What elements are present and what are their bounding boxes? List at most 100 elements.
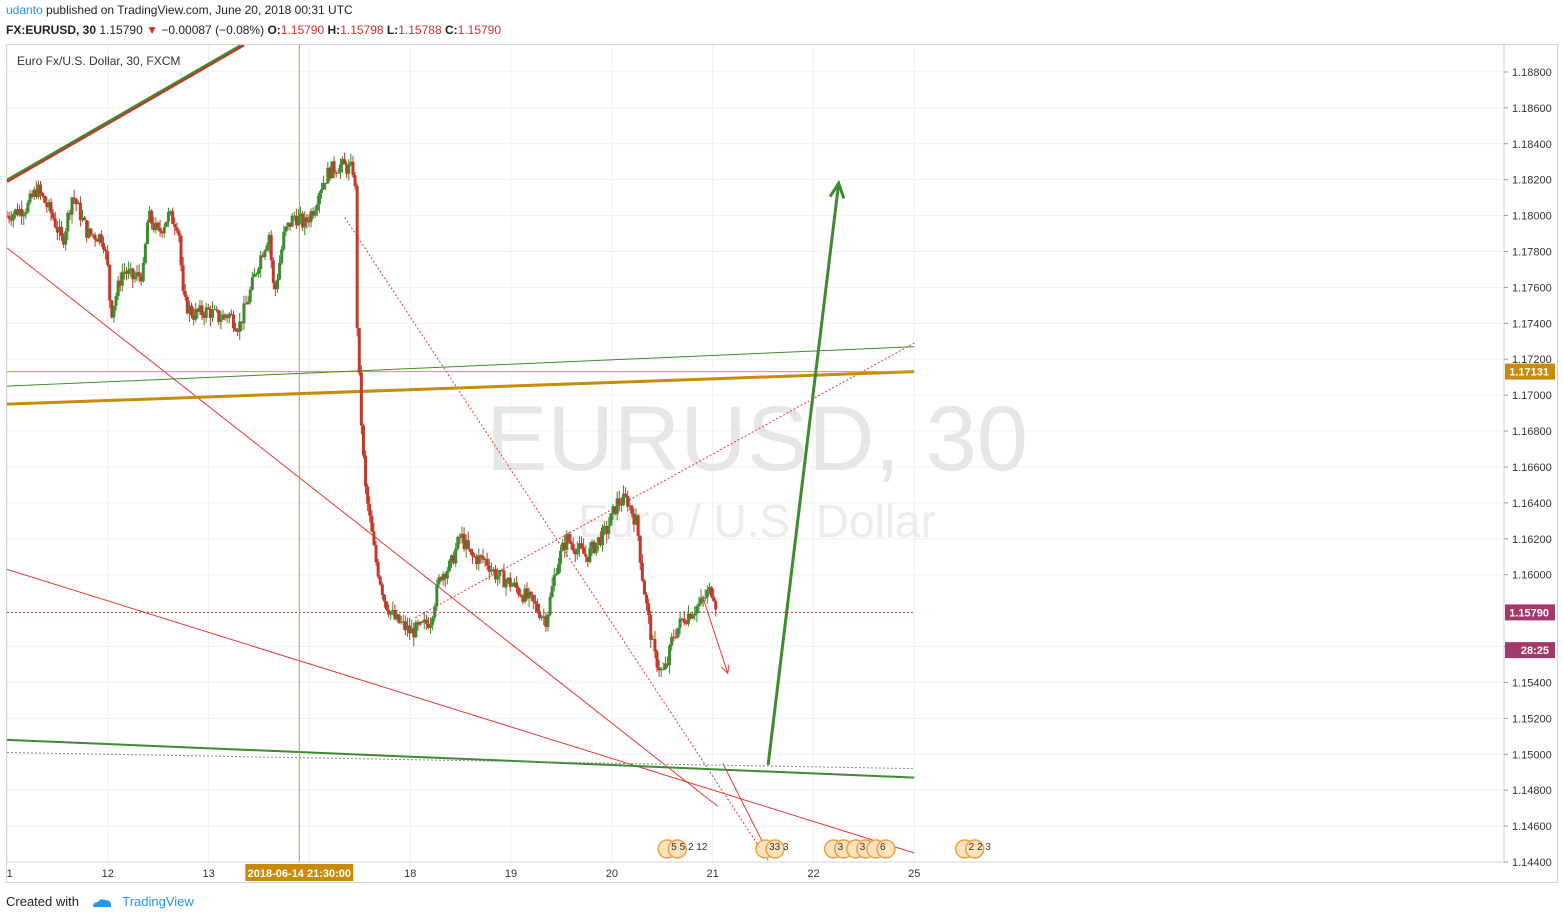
trend-line[interactable] [415, 342, 915, 619]
candle-body [403, 621, 407, 631]
candle-body [431, 617, 435, 625]
candle-body [292, 215, 296, 217]
candle-body [359, 372, 363, 426]
candle-body [372, 531, 376, 545]
price-tick-label: 1.18400 [1512, 139, 1552, 151]
drawing-layer [6, 42, 915, 862]
candle-body [540, 616, 544, 619]
price-tick-label: 1.18600 [1512, 103, 1552, 115]
candle-body [468, 548, 472, 552]
time-axis[interactable]: 111213141819202122252018-06-14 21:30:00 [1, 861, 1504, 881]
trend-line[interactable] [6, 370, 915, 406]
candle-body [324, 182, 328, 184]
candle-body [158, 227, 162, 232]
candle-body [85, 220, 89, 238]
candle-body [527, 591, 531, 599]
candle-body [106, 251, 110, 265]
candle-body [278, 263, 282, 280]
candle-body [452, 555, 456, 564]
candle-body [615, 498, 619, 515]
candle-body [101, 243, 105, 250]
candle-body [129, 268, 133, 270]
candle-body [60, 226, 64, 237]
chart-area[interactable]: EURUSD, 30 Euro / U.S. Dollar Euro Fx/U.… [1, 42, 1558, 883]
candle-body [600, 527, 604, 546]
event-flag-icon[interactable] [964, 839, 985, 859]
time-tick-label: 19 [505, 868, 517, 880]
candle-body [693, 613, 697, 616]
candle-body [689, 613, 693, 619]
trend-line[interactable] [6, 43, 245, 183]
price-tick-label: 1.17200 [1512, 354, 1552, 366]
candle-body [563, 542, 567, 550]
candle-body [263, 250, 267, 257]
candle-body [435, 584, 439, 607]
candle-body [62, 236, 66, 245]
candle-body [338, 164, 342, 173]
trend-line[interactable] [6, 42, 245, 181]
candle-body [210, 309, 214, 318]
candle-body [661, 668, 665, 670]
event-flag-icon[interactable] [765, 839, 785, 859]
projection-arrow[interactable] [702, 596, 729, 674]
candle-body [152, 223, 156, 230]
candle-body [399, 622, 403, 624]
candle-body [684, 623, 688, 625]
watermark-name: Euro / U.S. Dollar [578, 495, 936, 547]
candle-body [414, 622, 418, 638]
candle-body [458, 536, 462, 538]
candle-body [198, 305, 202, 312]
candle-body [498, 570, 502, 577]
event-flag-icon[interactable] [667, 839, 688, 859]
price-axis[interactable]: 1.18800 1.18600 1.18400 1.18200 1.18000 1.178… [1503, 45, 1555, 869]
candle-body [215, 309, 219, 311]
trend-line[interactable] [6, 346, 915, 387]
candle-body [229, 313, 233, 315]
candle-body [66, 212, 70, 232]
candle-body [665, 663, 669, 666]
footer: Created with TradingView [0, 885, 1563, 919]
candle-body [181, 265, 185, 292]
trend-line[interactable] [6, 738, 915, 779]
trend-line[interactable] [6, 247, 719, 807]
candle-body [387, 609, 391, 615]
candle-body [378, 576, 382, 585]
candle-body [502, 570, 506, 588]
projection-arrow[interactable] [766, 183, 841, 766]
candle-body [705, 589, 709, 598]
event-count-label: 5 5 2 12 [671, 842, 708, 853]
candle-body [445, 570, 449, 579]
candle-body [225, 316, 229, 319]
candle-body [525, 588, 529, 599]
price-chart[interactable]: EURUSD, 30 Euro / U.S. Dollar Euro Fx/U.… [1, 42, 1557, 882]
candle-body [246, 301, 250, 305]
author-link[interactable]: udanto [6, 3, 43, 17]
candle-body [217, 310, 221, 323]
candle-body [76, 202, 80, 205]
candle-body [659, 669, 663, 671]
candle-body [374, 544, 378, 563]
time-tick-label: 22 [807, 868, 819, 880]
trend-line[interactable] [722, 763, 769, 854]
price-badge-label: 28:25 [1521, 645, 1549, 657]
trend-line[interactable] [6, 568, 915, 854]
down-triangle-icon: ▼ [146, 23, 158, 37]
event-flag-icon[interactable] [876, 839, 896, 859]
trend-line[interactable] [344, 217, 769, 861]
candle-body [131, 268, 135, 280]
candle-body [30, 193, 34, 197]
candle-body [252, 273, 256, 278]
candle-body [640, 562, 644, 581]
candle-body [133, 276, 137, 280]
trend-line[interactable] [6, 751, 915, 770]
close-value: 1.15790 [457, 23, 502, 37]
candle-body [22, 214, 26, 217]
tradingview-link[interactable]: TradingView [122, 894, 194, 909]
symbol-bar: FX:EURUSD, 30 1.15790 ▼ −0.00087 (−0.08%… [0, 20, 1563, 40]
candle-body [462, 533, 466, 550]
candle-body [594, 542, 598, 554]
candle-body [150, 210, 154, 224]
candle-body [598, 537, 602, 546]
candle-body [592, 541, 596, 554]
candle-body [87, 228, 91, 238]
